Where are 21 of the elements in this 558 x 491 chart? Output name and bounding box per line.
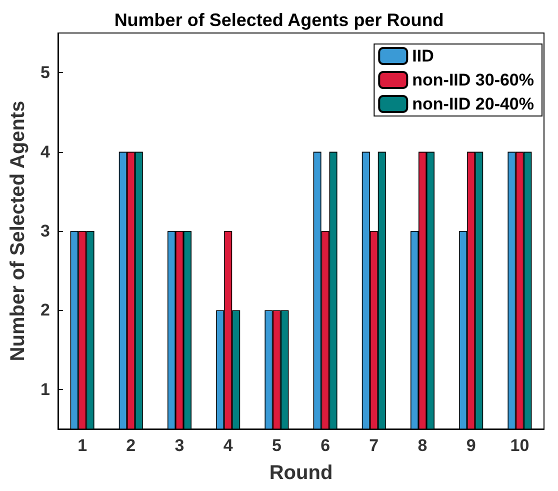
legend-label: IID bbox=[412, 46, 434, 66]
y-axis-title: Number of Selected Agents bbox=[7, 100, 29, 362]
x-tick-label: 10 bbox=[510, 436, 530, 455]
y-tick-label: 2 bbox=[40, 300, 50, 320]
x-tick-label: 4 bbox=[223, 436, 234, 455]
x-tick-label: 1 bbox=[78, 436, 88, 455]
x-tick-label: 2 bbox=[126, 436, 136, 455]
chart-title: Number of Selected Agents per Round bbox=[114, 10, 444, 30]
x-tick-label: 9 bbox=[466, 436, 476, 455]
y-tick-label: 1 bbox=[40, 380, 50, 399]
x-axis-title: Round bbox=[269, 462, 333, 484]
x-tick-label: 6 bbox=[320, 436, 330, 455]
x-tick-label: 8 bbox=[418, 436, 428, 455]
x-tick-label: 3 bbox=[174, 436, 184, 455]
y-tick-label: 5 bbox=[40, 63, 50, 82]
y-tick-label: 4 bbox=[40, 142, 51, 162]
legend-label: non-IID 20-40% bbox=[412, 94, 534, 114]
y-tick-label: 3 bbox=[40, 222, 50, 240]
x-tick-label: 5 bbox=[272, 436, 282, 455]
x-tick-label: 7 bbox=[369, 436, 379, 455]
legend-label: non-IID 30-60% bbox=[412, 70, 534, 90]
